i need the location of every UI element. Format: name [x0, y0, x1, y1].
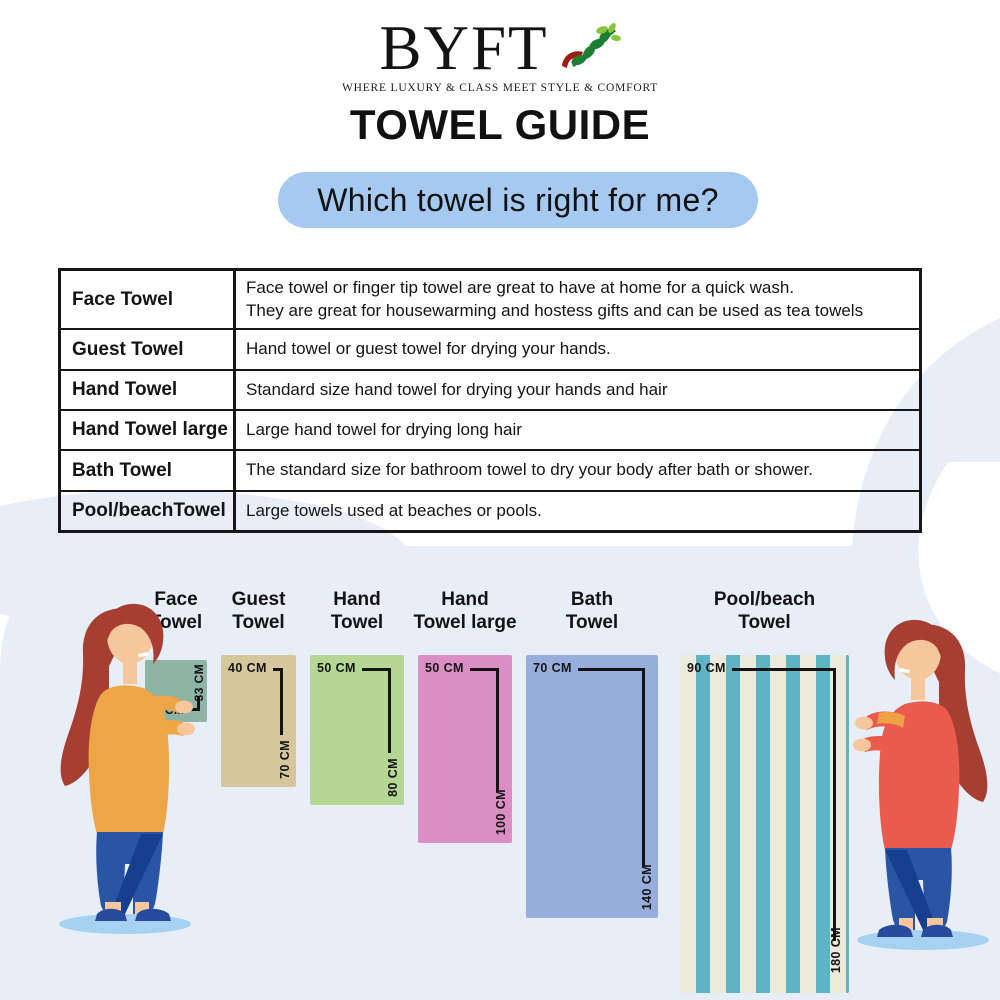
table-row-description: Large towels used at beaches or pools. — [246, 500, 542, 520]
width-dimension-label: 40 CM — [228, 661, 267, 675]
dimension-line — [732, 668, 836, 671]
table-row-label: Bath Towel — [61, 451, 236, 492]
hand-towel-swatch: 50 CM 80 CM — [310, 655, 404, 805]
towel-column-hand: Hand Towel 50 CM 80 CM — [310, 589, 404, 805]
guest-towel-swatch: 40 CM 70 CM — [221, 655, 296, 787]
page-title: TOWEL GUIDE — [349, 101, 651, 148]
table-row-label: Pool/beachTowel — [61, 492, 236, 530]
towel-column-header: Face Towel — [149, 589, 203, 633]
brand-logo: BYFT — [0, 13, 1000, 83]
width-dimension-label: 70 CM — [533, 661, 572, 675]
towel-size-chart: Face Towel 33 CM 33 CM Guest Towel 40 CM… — [145, 589, 849, 993]
dimension-line — [496, 669, 499, 791]
table-row-description: Large hand towel for drying long hair — [236, 411, 919, 451]
dimension-line — [362, 668, 391, 671]
height-dimension-label: 80 CM — [386, 758, 400, 797]
towel-column-header: Pool/beach Towel — [713, 589, 816, 633]
woman-illustration-left — [45, 596, 205, 936]
dimension-line — [280, 669, 283, 735]
towel-description-table: Face Towel Face towel or finger tip towe… — [58, 268, 922, 533]
towel-column-guest: Guest Towel 40 CM 70 CM — [221, 589, 296, 787]
leaf-sprig-icon — [561, 23, 621, 68]
towel-column-pool-beach: Pool/beach Towel 90 CM 180 CM — [680, 589, 849, 993]
width-dimension-label: 90 CM — [687, 661, 726, 675]
dimension-line — [833, 669, 836, 941]
dimension-line — [273, 668, 283, 671]
dimension-line — [388, 669, 391, 753]
table-row-description: The standard size for bathroom towel to … — [236, 451, 919, 492]
width-dimension-label: 50 CM — [425, 661, 464, 675]
table-row-description: Face towel or finger tip towel are great… — [236, 271, 919, 330]
towel-column-header: Hand Towel large — [413, 589, 517, 633]
towel-column-header: Hand Towel — [330, 589, 384, 633]
brand-logo-text: BYFT — [379, 13, 549, 83]
towel-column-header: Bath Towel — [565, 589, 619, 633]
width-dimension-label: 50 CM — [317, 661, 356, 675]
hand-towel-large-swatch: 50 CM 100 CM — [418, 655, 512, 843]
towel-column-bath: Bath Towel 70 CM 140 CM — [526, 589, 658, 918]
table-row-label: Hand Towel — [61, 371, 236, 411]
dimension-line — [642, 669, 645, 866]
woman-illustration-right — [843, 612, 1000, 952]
height-dimension-label: 70 CM — [278, 740, 292, 779]
question-banner-text: Which towel is right for me? — [317, 181, 719, 218]
towel-column-hand-large: Hand Towel large 50 CM 100 CM — [413, 589, 517, 843]
table-row-label: Guest Towel — [61, 330, 236, 371]
height-dimension-label: 180 CM — [829, 926, 843, 973]
towel-column-header: Guest Towel — [231, 589, 286, 633]
pool-beach-towel-swatch: 90 CM 180 CM — [680, 655, 849, 993]
bath-towel-swatch: 70 CM 140 CM — [526, 655, 658, 918]
height-dimension-label: 140 CM — [640, 863, 654, 910]
dimension-line — [197, 696, 200, 711]
brand-tagline: WHERE LUXURY & CLASS MEET STYLE & COMFOR… — [341, 82, 659, 94]
dimension-line — [470, 668, 499, 671]
table-row-label: Face Towel — [61, 271, 236, 330]
table-row-description: Standard size hand towel for drying your… — [236, 371, 919, 411]
dimension-line — [578, 668, 645, 671]
question-banner: Which towel is right for me? — [278, 172, 758, 228]
table-row-description: Hand towel or guest towel for drying you… — [236, 330, 919, 371]
table-row-label: Hand Towel large — [61, 411, 236, 451]
height-dimension-label: 100 CM — [494, 788, 508, 835]
